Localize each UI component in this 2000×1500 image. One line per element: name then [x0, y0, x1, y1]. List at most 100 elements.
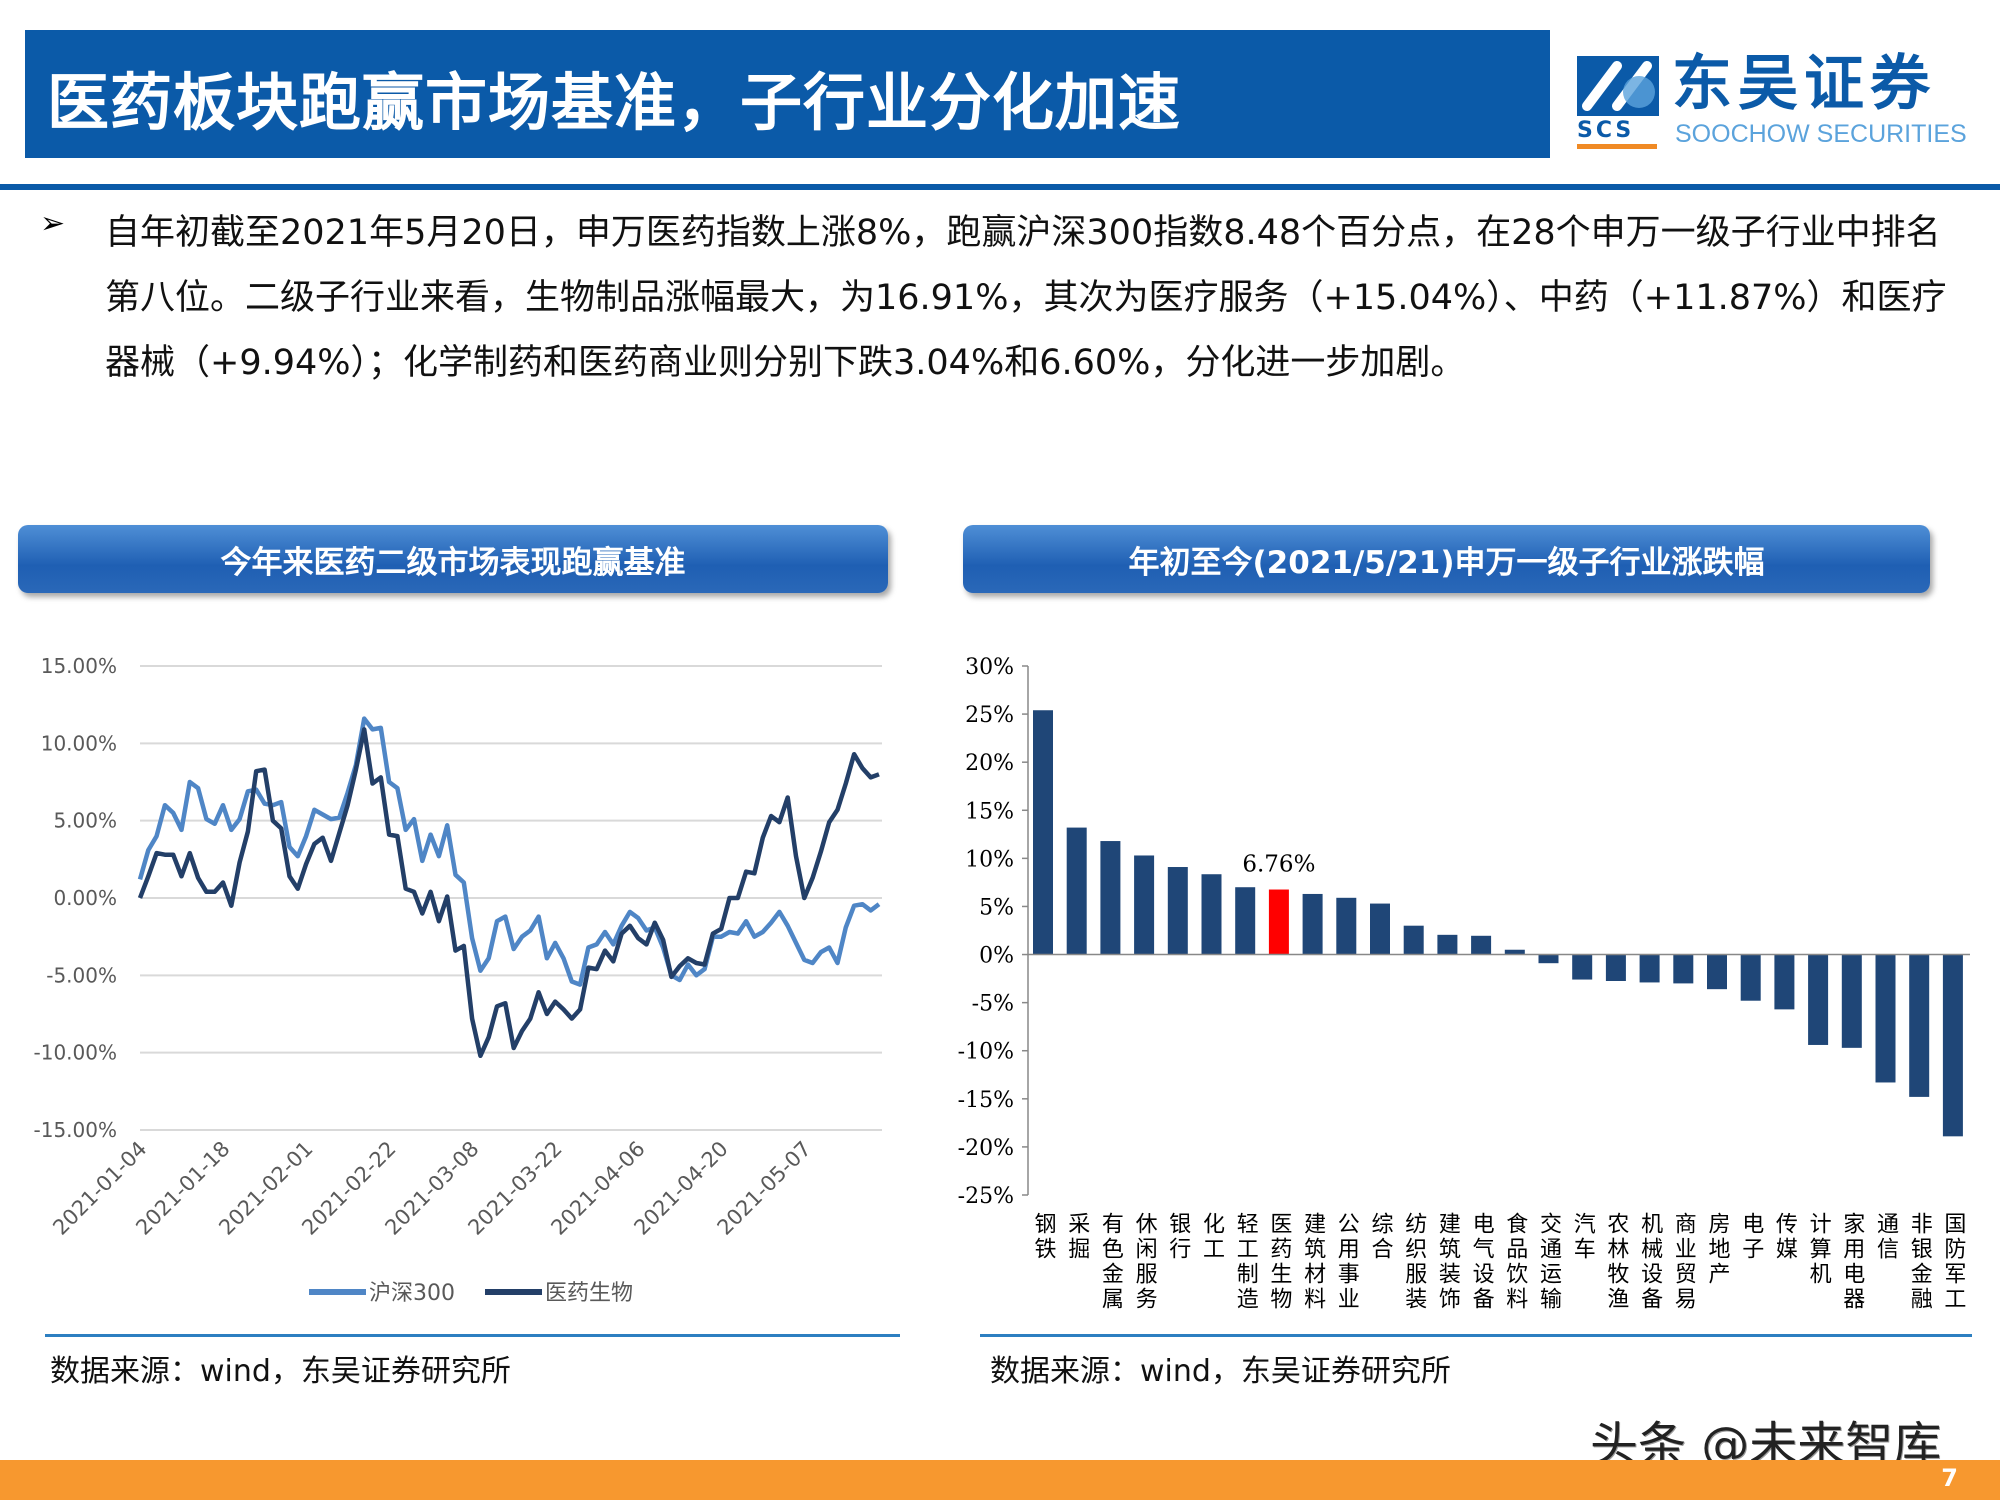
- right-source-divider: [980, 1334, 1972, 1337]
- category-label: 汽车: [1570, 1212, 1596, 1262]
- y-tick-label: 0%: [979, 944, 1014, 969]
- y-tick-label: 20%: [965, 751, 1014, 776]
- y-tick-label: -25%: [958, 1184, 1014, 1209]
- y-tick-label: 0.00%: [53, 886, 117, 910]
- category-label: 钢铁: [1031, 1212, 1057, 1262]
- bar: [1302, 893, 1323, 955]
- bar: [1909, 954, 1930, 1097]
- logo-en-text: SOOCHOW SECURITIES: [1675, 120, 1967, 148]
- bar: [1370, 903, 1390, 955]
- legend-label: 医药生物: [545, 1281, 633, 1306]
- bar: [1740, 954, 1761, 1001]
- bar: [1403, 925, 1424, 955]
- bar: [1538, 954, 1559, 964]
- category-label: 采掘: [1064, 1212, 1090, 1262]
- bar: [1808, 954, 1829, 1045]
- category-label: 纺织服装: [1401, 1212, 1427, 1312]
- y-tick-label: -20%: [958, 1136, 1014, 1161]
- bar: [1942, 954, 1963, 1137]
- title-bar: 医药板块跑赢市场基准，子行业分化加速: [25, 30, 1550, 158]
- footer-bar: 7: [0, 1460, 2000, 1500]
- left-source-divider: [45, 1334, 900, 1337]
- y-tick-label: -10%: [958, 1040, 1014, 1065]
- bar: [1471, 935, 1492, 955]
- right-source-note: 数据来源：wind，东吴证券研究所: [990, 1354, 1451, 1389]
- category-label: 机械设备: [1637, 1212, 1663, 1312]
- y-tick-label: 10.00%: [41, 731, 117, 755]
- y-tick-label: 15%: [965, 799, 1014, 824]
- category-label: 电气设备: [1469, 1212, 1495, 1312]
- y-tick-label: -10.00%: [34, 1041, 117, 1065]
- category-label: 轻工制造: [1233, 1212, 1259, 1312]
- series-line: [137, 716, 881, 987]
- y-tick-label: 5.00%: [53, 809, 117, 833]
- category-label: 有色金属: [1098, 1212, 1124, 1312]
- line-chart: 15.00% 10.00% 5.00% 0.00% -5.00% -10.00% -15.0…: [34, 654, 882, 1306]
- bar: [1134, 855, 1155, 955]
- category-label: 休闲服务: [1132, 1212, 1158, 1312]
- category-label: 计算机: [1806, 1212, 1832, 1287]
- bar: [1639, 954, 1660, 983]
- page-title: 医药板块跑赢市场基准，子行业分化加速: [47, 66, 1182, 139]
- category-label: 房地产: [1705, 1212, 1731, 1287]
- legend-label: 沪深300: [369, 1281, 455, 1306]
- y-tick-label: -5.00%: [46, 963, 117, 987]
- logo-underline: [1577, 144, 1657, 149]
- series-line: [137, 727, 880, 1059]
- summary-line: 器械（+9.94%）；化学制药和医药商业则分别下跌3.04%和6.60%，分化进…: [105, 343, 1466, 383]
- bar: [1572, 954, 1593, 980]
- category-label: 建筑装饰: [1435, 1212, 1461, 1312]
- category-label: 交通运输: [1536, 1212, 1562, 1312]
- bar: [1033, 710, 1053, 955]
- category-label: 家用电器: [1839, 1212, 1865, 1312]
- summary-line: 自年初截至2021年5月20日，申万医药指数上涨8%，跑赢沪深300指数8.48…: [105, 213, 1941, 253]
- bar: [1235, 887, 1256, 955]
- arrow-bullet-icon: ➢: [40, 206, 66, 241]
- category-label: 建筑材料: [1300, 1212, 1326, 1312]
- category-label: 商业贸易: [1671, 1212, 1697, 1312]
- header-divider: [0, 184, 2000, 190]
- category-label: 银行: [1165, 1212, 1191, 1262]
- category-label: 非银金融: [1907, 1212, 1933, 1312]
- right-chart-title: 年初至今(2021/5/21)申万一级子行业涨跌幅: [963, 525, 1930, 593]
- logo-abbr: SCS: [1577, 118, 1635, 143]
- y-tick-label: 10%: [965, 847, 1014, 872]
- category-label: 电子: [1738, 1212, 1763, 1262]
- left-source-note: 数据来源：wind，东吴证券研究所: [50, 1354, 511, 1389]
- y-tick-label: 15.00%: [41, 654, 117, 678]
- left-chart-title: 今年来医药二级市场表现跑赢基准: [18, 525, 888, 593]
- category-label: 综合: [1368, 1212, 1394, 1262]
- y-tick-label: 25%: [965, 703, 1014, 728]
- logo-cn-text: 东吴证券: [1672, 49, 1936, 119]
- bar: [1100, 841, 1121, 955]
- bar: [1504, 949, 1525, 955]
- data-label: 6.76%: [1242, 852, 1315, 878]
- category-label: 化工: [1199, 1212, 1225, 1262]
- bar: [1066, 827, 1087, 955]
- y-tick-label: -15%: [958, 1088, 1014, 1113]
- bar: [1774, 954, 1795, 1010]
- bar: [1167, 867, 1188, 955]
- category-label: 国防军工: [1940, 1212, 1965, 1312]
- y-tick-label: -15.00%: [34, 1118, 117, 1142]
- page-number: 7: [1941, 1464, 1958, 1492]
- category-label: 通信: [1873, 1212, 1899, 1262]
- bar: [1841, 954, 1862, 1048]
- bar-chart: 30% 25% 20% 15% 10% 5% 0% -5% -10% -15% -20% -25% 钢铁…: [958, 655, 1970, 1312]
- bar: [1707, 954, 1727, 990]
- category-label: 公用事业: [1334, 1212, 1360, 1312]
- bar: [1201, 874, 1222, 955]
- bar: [1673, 954, 1694, 984]
- logo-mark-icon: [1577, 56, 1659, 116]
- y-tick-label: -5%: [972, 992, 1014, 1017]
- bar: [1605, 954, 1626, 981]
- y-tick-label: 30%: [965, 655, 1014, 680]
- summary-line: 第八位。二级子行业来看，生物制品涨幅最大，为16.91%，其次为医疗服务（+15…: [105, 278, 1947, 318]
- category-label: 医药生物: [1266, 1212, 1292, 1312]
- y-tick-label: 5%: [979, 895, 1014, 920]
- bar: [1268, 889, 1289, 955]
- bar: [1875, 954, 1896, 1083]
- bar: [1437, 934, 1458, 955]
- category-label: 农林牧渔: [1603, 1212, 1629, 1312]
- bar: [1336, 897, 1357, 955]
